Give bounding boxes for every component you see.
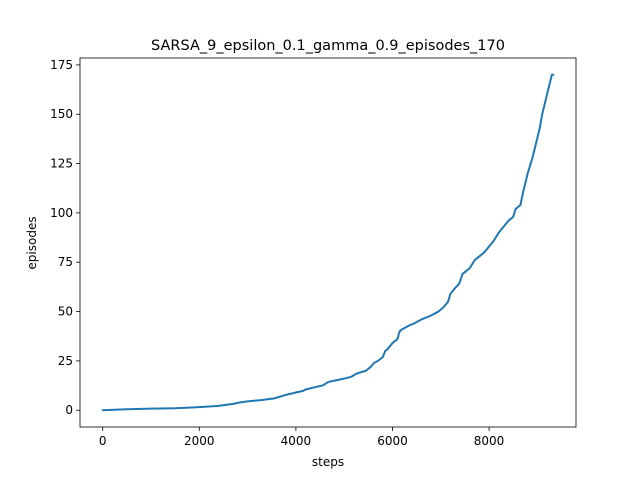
y-tick-label: 150 (50, 107, 73, 121)
x-tick-label: 4000 (281, 434, 312, 448)
x-tick-label: 2000 (184, 434, 215, 448)
y-tick-label: 0 (65, 403, 73, 417)
series-line (101, 73, 555, 412)
y-tick-label: 125 (50, 157, 73, 171)
chart-title: SARSA_9_epsilon_0.1_gamma_0.9_episodes_1… (151, 38, 505, 54)
y-tick-label: 25 (58, 354, 73, 368)
y-tick-label: 100 (50, 206, 73, 220)
x-tick-label: 6000 (377, 434, 408, 448)
plot-area: 0 2000 4000 6000 8000 0 25 50 75 100 125 150 175 (50, 57, 577, 448)
axes-frame (79, 57, 577, 428)
y-tick-label: 50 (58, 305, 73, 319)
y-tick-label: 75 (58, 255, 73, 269)
x-tick-label: 0 (99, 434, 107, 448)
y-tick-label: 175 (50, 58, 73, 72)
x-axis-label: steps (312, 455, 344, 469)
y-axis-label: episodes (25, 216, 39, 269)
x-tick-label: 8000 (474, 434, 505, 448)
